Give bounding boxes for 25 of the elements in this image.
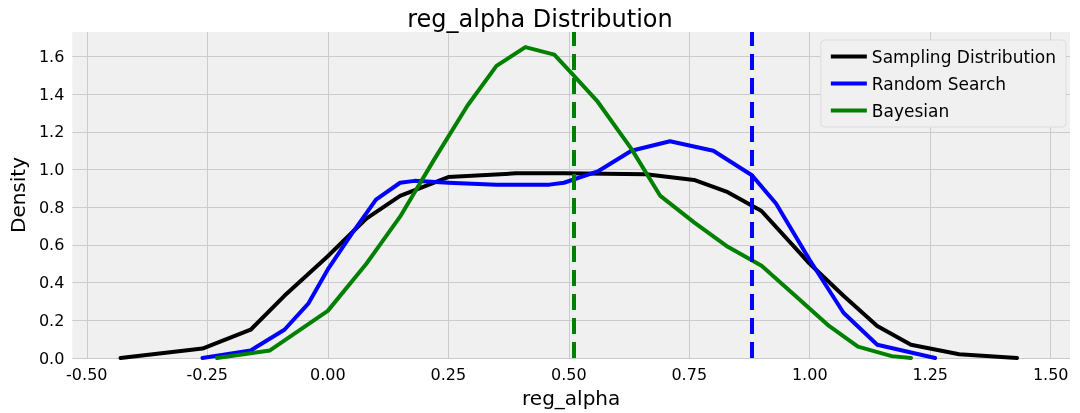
y-tick-label: 1.6 xyxy=(38,47,65,66)
x-tick-label: 0.50 xyxy=(550,364,587,384)
y-tick-label: 1.4 xyxy=(38,84,65,104)
line-series xyxy=(118,171,1019,360)
legend-label: Bayesian xyxy=(871,100,950,121)
x-axis-title: reg_alpha xyxy=(522,386,621,410)
x-tick-label: 0.25 xyxy=(430,364,467,384)
y-tick-label: 1.0 xyxy=(38,160,65,180)
chart-title: reg_alpha Distribution xyxy=(407,5,673,33)
x-tick-label: 0.00 xyxy=(309,364,346,384)
x-tick-label: 0.75 xyxy=(671,364,708,384)
x-tick-label: 1.50 xyxy=(1032,364,1069,384)
x-tick-label: -0.25 xyxy=(186,364,228,384)
y-tick-label: 0.8 xyxy=(38,197,65,217)
legend-label: Sampling Distribution xyxy=(871,46,1056,67)
x-tick-label: 1.25 xyxy=(912,364,949,384)
x-tick-label: 1.00 xyxy=(791,364,828,384)
legend-label: Random Search xyxy=(871,73,1007,94)
y-tick-label: 0.2 xyxy=(38,310,65,330)
y-axis-title: Density xyxy=(6,156,30,234)
y-tick-label: 1.2 xyxy=(38,122,65,142)
y-tick-label: 0.4 xyxy=(38,273,65,293)
y-tick-label: 0.0 xyxy=(38,348,65,368)
x-tick-label: -0.50 xyxy=(66,364,108,384)
y-tick-label: 0.6 xyxy=(38,235,65,255)
